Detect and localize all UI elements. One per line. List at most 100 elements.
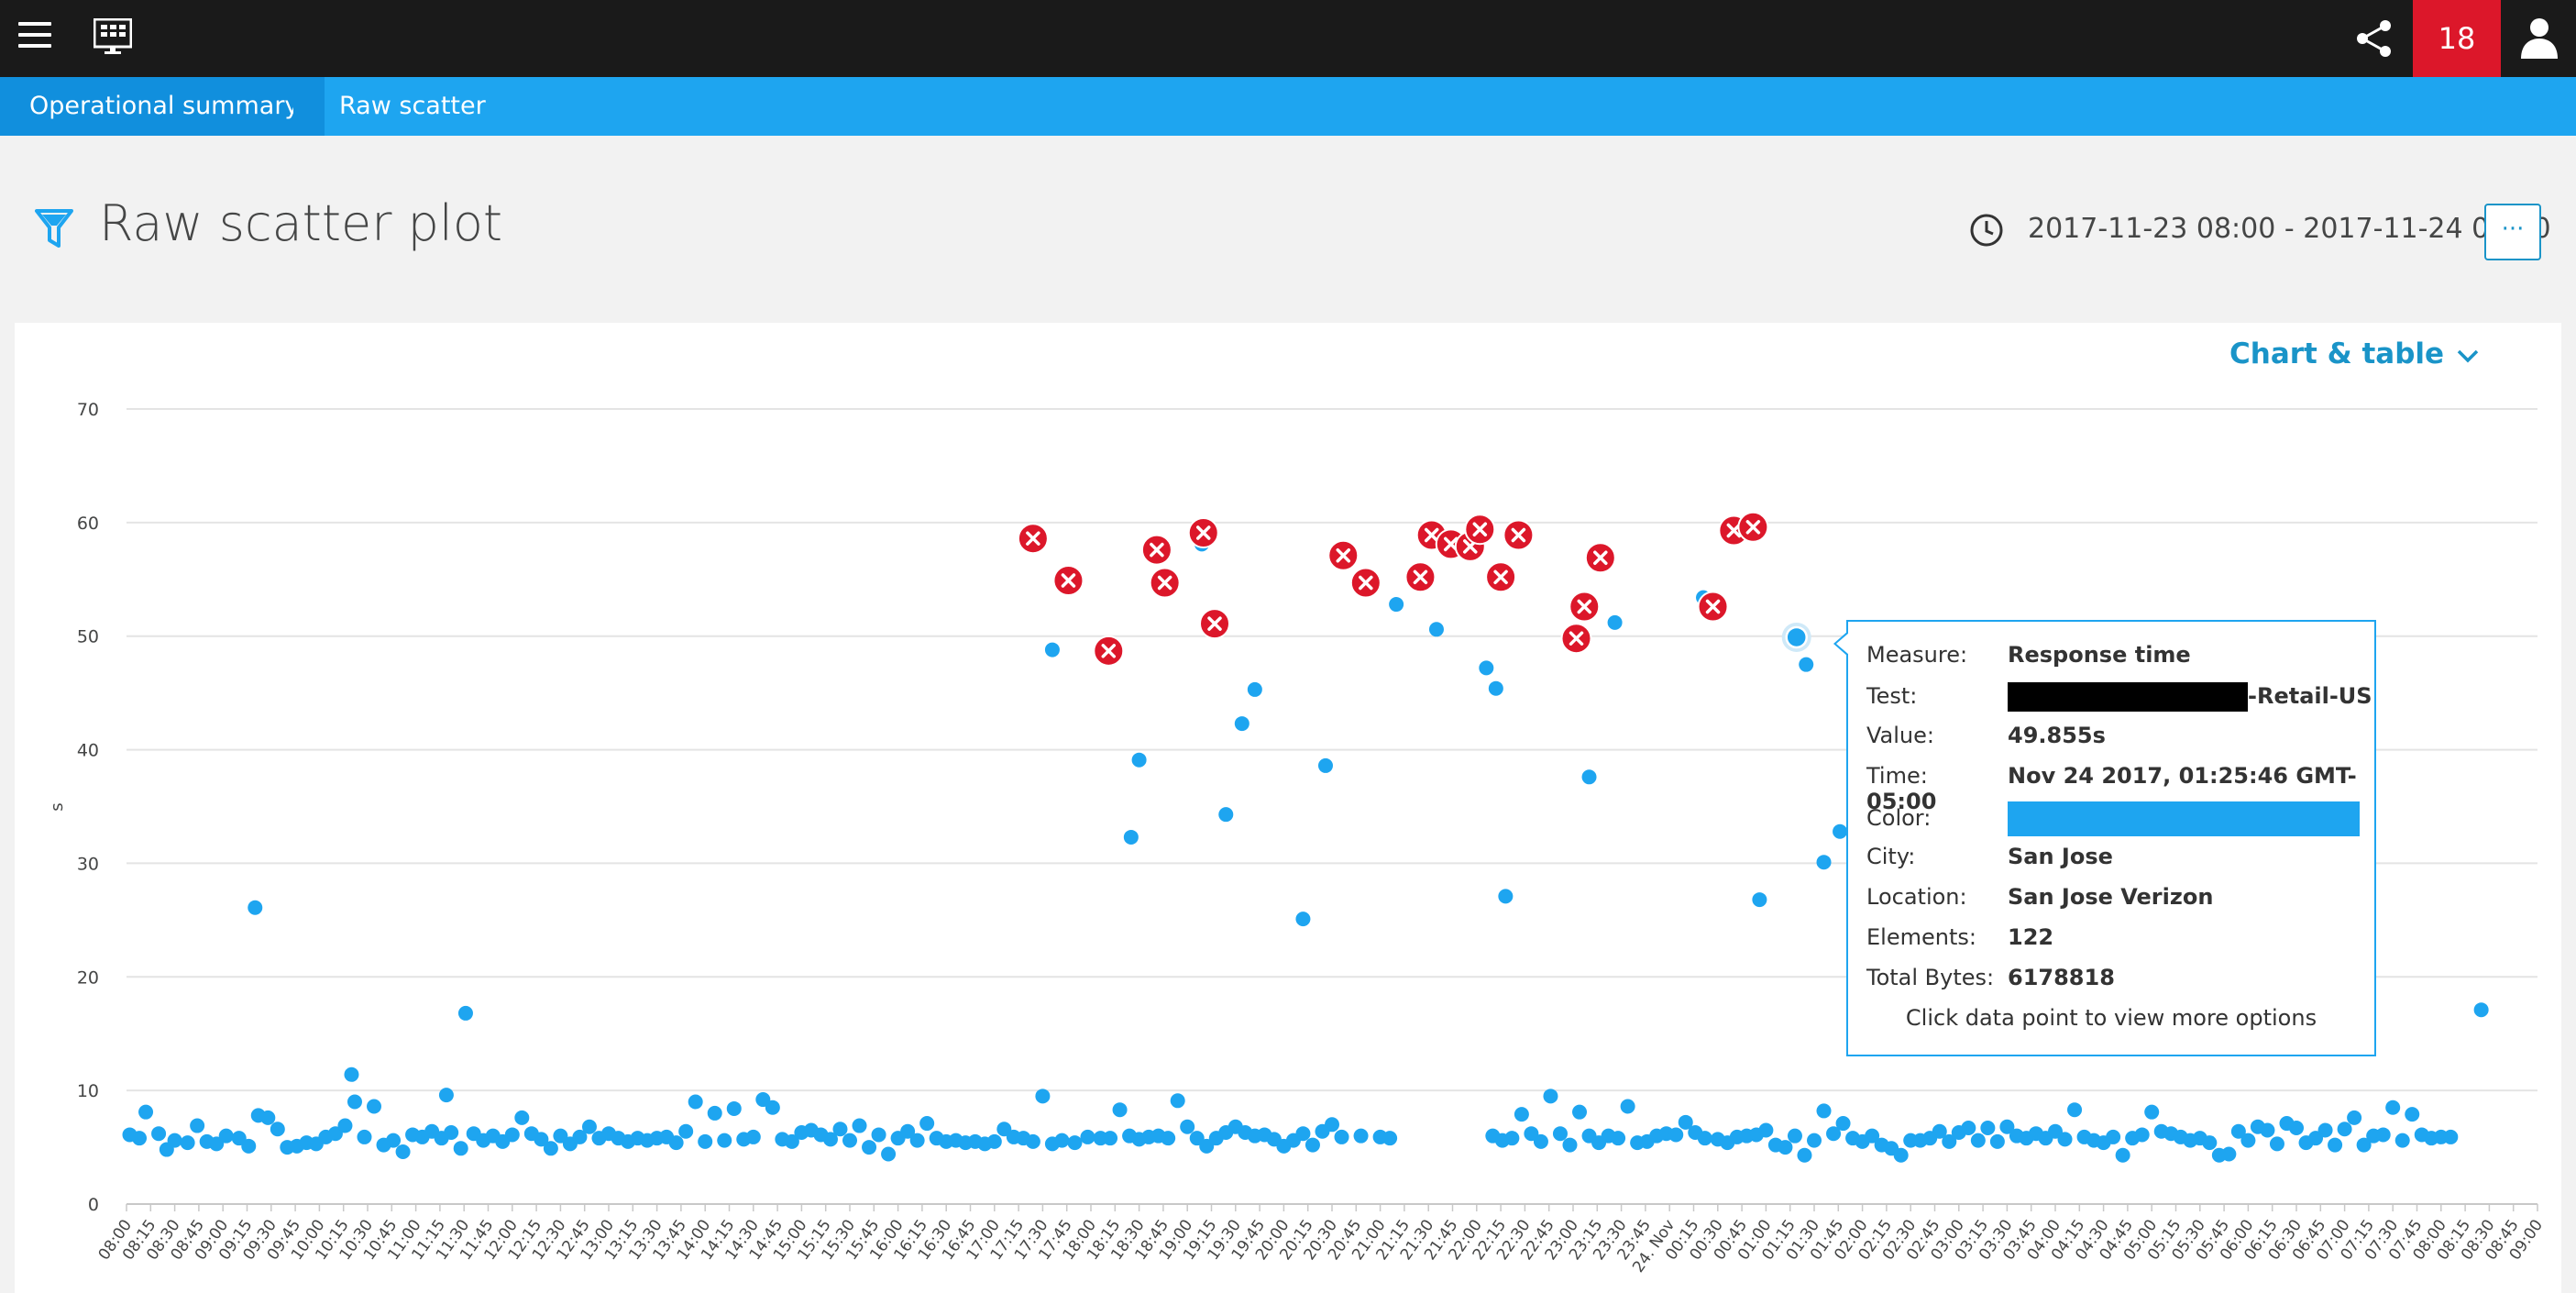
data-point[interactable] <box>1833 823 1848 839</box>
data-point[interactable] <box>2067 1102 2083 1118</box>
data-point[interactable] <box>241 1138 257 1154</box>
data-point[interactable] <box>688 1094 703 1110</box>
data-point[interactable] <box>1865 1128 1880 1144</box>
data-point[interactable] <box>1961 1121 1976 1136</box>
data-point[interactable] <box>231 1131 247 1146</box>
data-point[interactable] <box>765 1100 780 1115</box>
data-point[interactable] <box>1697 1131 1712 1146</box>
selected-data-point[interactable] <box>1785 625 1808 649</box>
data-point[interactable] <box>698 1133 713 1149</box>
data-point[interactable] <box>1295 1126 1311 1142</box>
data-point[interactable] <box>2144 1104 2160 1120</box>
data-point[interactable] <box>1180 1119 1195 1134</box>
data-point[interactable] <box>553 1128 568 1144</box>
data-point[interactable] <box>190 1118 205 1133</box>
data-point[interactable] <box>2405 1107 2420 1122</box>
data-point[interactable] <box>337 1118 353 1133</box>
data-point[interactable] <box>1942 1133 1957 1149</box>
data-point[interactable] <box>2230 1123 2246 1139</box>
data-point[interactable] <box>1054 1133 1070 1148</box>
data-point[interactable] <box>1170 1093 1185 1109</box>
data-point[interactable] <box>1189 1131 1205 1146</box>
data-point[interactable] <box>871 1127 886 1143</box>
data-point[interactable] <box>1025 1133 1040 1149</box>
data-point[interactable] <box>1787 1128 1802 1144</box>
data-point[interactable] <box>218 1128 234 1144</box>
data-point[interactable] <box>2473 1002 2489 1018</box>
data-point[interactable] <box>2289 1121 2304 1136</box>
data-point[interactable] <box>2375 1127 2391 1143</box>
data-point[interactable] <box>1317 757 1333 773</box>
data-point[interactable] <box>1218 807 1234 823</box>
data-point[interactable] <box>357 1129 372 1144</box>
data-point[interactable] <box>1552 1126 1568 1142</box>
data-point[interactable] <box>260 1110 276 1125</box>
data-point[interactable] <box>151 1126 167 1142</box>
data-point[interactable] <box>881 1146 897 1162</box>
data-point[interactable] <box>1999 1119 2015 1134</box>
data-point[interactable] <box>1514 1107 1529 1122</box>
data-point[interactable] <box>167 1133 182 1148</box>
data-point[interactable] <box>270 1122 285 1137</box>
data-point[interactable] <box>1488 680 1503 696</box>
data-point[interactable] <box>2308 1131 2324 1146</box>
data-point[interactable] <box>2048 1123 2063 1139</box>
data-point[interactable] <box>1835 1116 1851 1132</box>
data-point[interactable] <box>1504 1131 1520 1146</box>
data-point[interactable] <box>457 1005 473 1021</box>
user-icon[interactable] <box>2519 17 2559 61</box>
data-point[interactable] <box>1044 642 1060 658</box>
data-point[interactable] <box>784 1133 799 1149</box>
data-point[interactable] <box>1325 1117 1339 1133</box>
data-point[interactable] <box>572 1129 588 1144</box>
data-point[interactable] <box>755 1092 771 1108</box>
data-point[interactable] <box>1932 1123 1947 1139</box>
data-point[interactable] <box>726 1100 742 1116</box>
data-point[interactable] <box>986 1133 1002 1149</box>
menu-icon[interactable] <box>18 22 51 51</box>
data-point[interactable] <box>1572 1104 1588 1120</box>
data-point[interactable] <box>534 1132 549 1147</box>
data-point[interactable] <box>1234 716 1249 732</box>
data-point[interactable] <box>1389 597 1404 613</box>
data-point[interactable] <box>2269 1136 2284 1152</box>
data-point[interactable] <box>1067 1135 1083 1151</box>
data-point[interactable] <box>832 1122 848 1137</box>
data-point[interactable] <box>1080 1129 1095 1144</box>
data-point[interactable] <box>1131 752 1147 768</box>
data-point[interactable] <box>504 1127 520 1143</box>
data-point[interactable] <box>707 1105 722 1121</box>
data-point[interactable] <box>1334 1129 1349 1144</box>
chart-table-toggle[interactable]: Chart & table <box>2229 337 2479 370</box>
data-point[interactable] <box>1970 1133 1986 1148</box>
data-point[interactable] <box>996 1122 1012 1137</box>
data-point[interactable] <box>2385 1100 2401 1115</box>
data-point[interactable] <box>1498 889 1514 904</box>
data-point[interactable] <box>1562 1137 1578 1153</box>
data-point[interactable] <box>1816 855 1832 870</box>
data-point[interactable] <box>543 1141 558 1156</box>
data-point[interactable] <box>862 1140 877 1155</box>
data-point[interactable] <box>347 1094 362 1110</box>
data-point[interactable] <box>900 1123 916 1139</box>
data-point[interactable] <box>1123 829 1139 845</box>
data-point[interactable] <box>1807 1133 1822 1148</box>
more-options-button[interactable]: ··· <box>2484 204 2541 260</box>
data-point[interactable] <box>2394 1133 2410 1148</box>
data-point[interactable] <box>1799 657 1814 672</box>
breadcrumb-operational-summary[interactable]: Operational summary <box>0 77 325 136</box>
data-point[interactable] <box>1305 1137 1320 1153</box>
data-point[interactable] <box>2260 1122 2275 1138</box>
data-point[interactable] <box>2221 1146 2237 1162</box>
data-point[interactable] <box>909 1133 925 1148</box>
data-point[interactable] <box>1607 614 1623 630</box>
data-point[interactable] <box>1980 1121 1996 1136</box>
data-point[interactable] <box>180 1135 195 1151</box>
data-point[interactable] <box>1989 1133 2005 1149</box>
data-point[interactable] <box>1295 912 1311 927</box>
data-point[interactable] <box>1247 681 1262 697</box>
data-point[interactable] <box>132 1131 148 1146</box>
share-icon[interactable] <box>2354 18 2394 59</box>
data-point[interactable] <box>2328 1137 2343 1153</box>
data-point[interactable] <box>395 1144 411 1160</box>
